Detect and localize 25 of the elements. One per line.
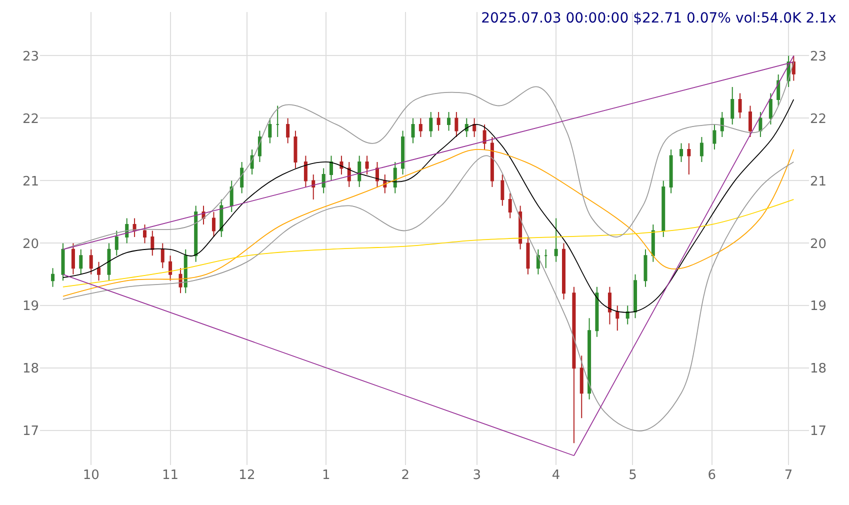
y-tick-label: 23 [22,49,39,64]
y-tick-label: 18 [22,362,39,377]
x-tick-label: 5 [628,468,637,483]
x-tick-label: 11 [162,468,179,483]
y2-tick-label: 17 [810,424,827,440]
x-tick-label: 7 [784,468,793,483]
y2-tick-label: 18 [810,362,827,377]
y-tick-label: 20 [22,236,39,252]
y-tick-label: 19 [22,299,39,314]
x-tick-label: 10 [82,468,100,483]
x-tick-label: 6 [708,468,716,483]
y-tick-label: 22 [22,112,39,127]
y2-tick-label: 23 [810,49,827,64]
y2-tick-label: 19 [810,299,827,314]
y-tick-label: 17 [22,424,39,440]
y2-tick-label: 22 [810,112,827,127]
x-tick-label: 2 [401,468,410,483]
x-tick-label: 3 [472,468,482,483]
y2-tick-label: 20 [810,236,827,252]
y2-tick-label: 21 [810,174,827,190]
x-tick-label: 12 [238,468,256,483]
x-tick-label: 1 [322,468,330,483]
y-tick-label: 21 [22,174,39,190]
chart-title: 2025.07.03 00:00:00 $22.71 0.07% vol:54.0K 2.1x [481,10,836,26]
x-tick-label: 4 [552,468,560,483]
